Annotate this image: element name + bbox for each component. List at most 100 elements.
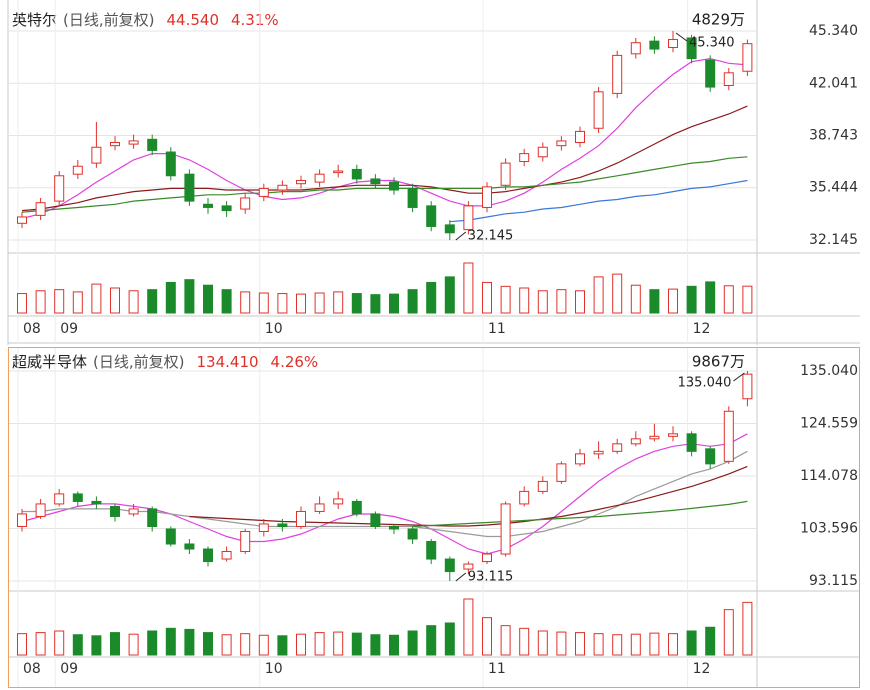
volume-bar: [463, 262, 474, 314]
candle-body: [128, 508, 139, 515]
volume-bar: [351, 293, 362, 314]
volume-bar: [370, 634, 381, 656]
volume-bar: [556, 631, 567, 656]
candle-body: [537, 146, 548, 158]
stock-name: 超威半导体: [12, 353, 87, 371]
candle-body: [333, 498, 344, 505]
volume-bar: [110, 287, 120, 314]
volume-bar: [147, 289, 158, 314]
volume-bar: [537, 630, 548, 656]
candle-body: [72, 165, 83, 175]
volume-bar: [389, 634, 399, 656]
volume-bar: [35, 632, 46, 656]
x-tick-label: 11: [488, 321, 506, 337]
y-tick-label: 93.115: [809, 573, 858, 589]
candle-body: [705, 59, 716, 88]
candle-body: [110, 505, 120, 517]
candle-body: [54, 175, 65, 202]
volume-bar: [686, 630, 697, 656]
y-tick-label: 135.040: [800, 363, 858, 379]
volume-bar: [444, 622, 455, 656]
candle-body: [612, 54, 623, 94]
volume-bar: [277, 293, 288, 314]
volume-bar: [203, 284, 213, 314]
frames: [7, 0, 860, 688]
x-tick-label: 12: [693, 321, 711, 337]
stock-name: 英特尔: [12, 11, 57, 29]
volume-bar: [668, 288, 678, 314]
candle-body: [593, 450, 604, 455]
candle-body: [296, 510, 306, 527]
volume-bar: [649, 289, 660, 314]
subtitle: (日线,前复权): [63, 11, 154, 29]
volume-bar: [519, 287, 530, 314]
candle-body: [426, 205, 437, 227]
volume-bar: [630, 633, 641, 656]
x-tick-label: 09: [60, 321, 78, 337]
volume-bar: [742, 285, 753, 314]
candle-body: [277, 523, 288, 527]
low-label: 32.145: [468, 229, 514, 244]
candle-body: [333, 170, 344, 174]
volume-bar: [407, 630, 418, 656]
volume-bar: [184, 279, 195, 314]
volume-bar: [500, 285, 511, 314]
candle-body: [17, 513, 27, 527]
candle-body: [221, 551, 232, 560]
candle-body: [630, 438, 641, 445]
candle-body: [296, 180, 306, 185]
volume-bar: [258, 292, 269, 314]
volume-bar: [314, 292, 325, 314]
candle-body: [221, 205, 232, 212]
candle-body: [705, 448, 716, 465]
candle-body: [668, 39, 678, 48]
volume-bar: [630, 284, 641, 314]
active-panel-border[interactable]: [8, 347, 860, 688]
volume-bar: [389, 293, 399, 314]
candle-body: [314, 503, 325, 512]
moving-average-line: [21, 105, 748, 212]
candle-body: [240, 197, 251, 210]
moving-average-line: [449, 179, 748, 223]
candle-body: [723, 410, 734, 462]
low-label: 93.115: [468, 570, 514, 585]
volume-bar: [72, 291, 83, 314]
candle-body: [686, 37, 697, 60]
low-arrow: [455, 572, 467, 582]
volume-bar: [333, 291, 344, 314]
candle-body: [110, 142, 120, 147]
candle-body: [240, 530, 251, 553]
volume-bar: [649, 632, 660, 656]
volume-bar: [370, 294, 381, 314]
candle-body: [17, 216, 27, 224]
volume-bar: [705, 281, 716, 314]
x-tick-label: 08: [23, 661, 41, 677]
volume-bar: [203, 632, 213, 656]
candle-body: [258, 187, 269, 197]
candle-body: [519, 490, 530, 505]
volume-bar: [296, 633, 306, 656]
candle-body: [184, 543, 195, 550]
candle-body: [351, 500, 362, 515]
candle-body: [556, 140, 567, 147]
candle-body: [556, 463, 567, 482]
candle-body: [35, 202, 46, 216]
change: 4.31%: [231, 11, 279, 29]
high-label: 45.340: [689, 36, 735, 51]
candle-body: [649, 435, 660, 440]
volume-bar: [128, 290, 139, 314]
volume-bar: [426, 281, 437, 314]
volume-bar: [426, 625, 437, 656]
candle-body: [165, 151, 176, 177]
low-arrow: [455, 231, 467, 241]
candle-body: [463, 205, 474, 231]
candle-body: [147, 508, 158, 527]
volume-bar: [221, 634, 232, 656]
volume-bar: [314, 632, 325, 656]
y-tick-label: 42.041: [809, 75, 858, 91]
candle-body: [165, 528, 176, 545]
candle-body: [314, 173, 325, 183]
volume-bar: [575, 290, 585, 314]
volume-bar: [333, 631, 344, 656]
